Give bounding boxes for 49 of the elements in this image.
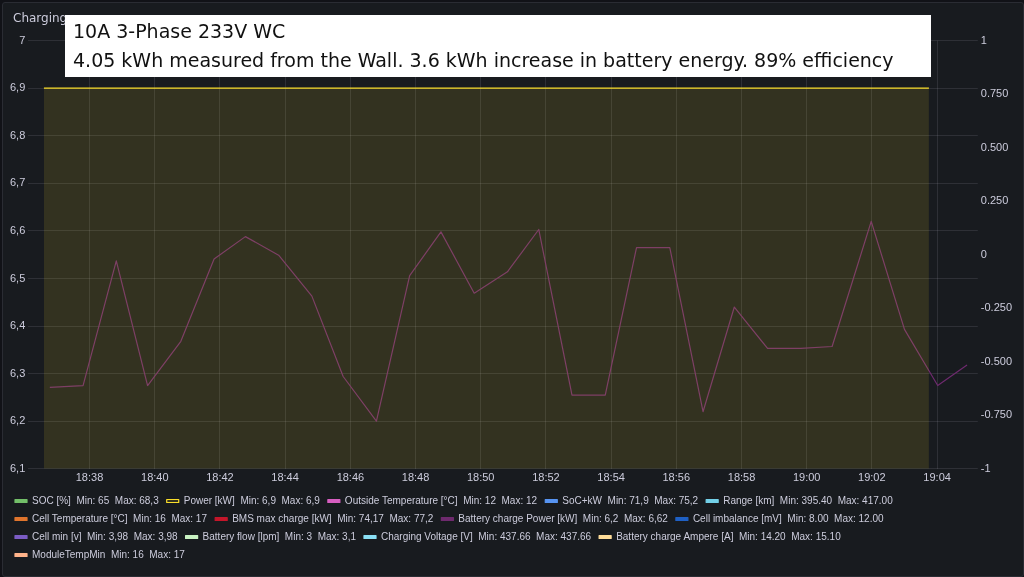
x-tick-label: 19:02 [858, 471, 886, 484]
x-tick-label: 19:04 [923, 471, 951, 484]
y-tick-label: 6,3 [9, 366, 26, 379]
x-tick-label: 18:52 [532, 471, 560, 484]
x-tick-label: 18:56 [662, 471, 690, 484]
legend-label: Range [km] Min: 395.40 Max: 417.00 [723, 494, 894, 506]
legend-label: Power [kW] Min: 6,9 Max: 6,9 [183, 494, 321, 506]
x-tick-label: 18:44 [271, 471, 299, 484]
x-tick-label: 18:38 [75, 471, 104, 484]
y-tick-label: 6,7 [9, 176, 26, 189]
y-tick-label: 7 [19, 33, 26, 46]
y2-tick-label: 1 [980, 33, 987, 46]
legend-label: SoC+kW Min: 71,9 Max: 75,2 [562, 494, 699, 506]
y-tick-label: 6,6 [9, 223, 26, 236]
x-tick-label: 18:46 [336, 471, 365, 484]
legend-label: ModuleTempMin Min: 16 Max: 17 [32, 548, 186, 560]
y2-tick-label: 0.500 [980, 140, 1009, 153]
x-tick-label: 18:40 [141, 471, 169, 484]
y2-tick-label: -0.750 [980, 408, 1013, 421]
y-tick-label: 6,2 [9, 414, 26, 427]
x-tick-label: 18:48 [401, 471, 430, 484]
annotation: 10A 3-Phase 233V WC [73, 19, 287, 44]
y2-tick-label: 0.250 [980, 194, 1009, 207]
y2-tick-label: 0 [980, 247, 987, 260]
y2-tick-label: -1 [980, 461, 991, 474]
x-tick-label: 18:54 [597, 471, 625, 484]
x-tick-label: 18:50 [466, 471, 495, 484]
y2-tick-label: 0.750 [980, 87, 1009, 100]
y-tick-label: 6,4 [9, 319, 26, 332]
legend-label: Cell min [v] Min: 3,98 Max: 3,98 [32, 530, 179, 542]
y-tick-label: 6,9 [9, 81, 26, 94]
legend-label: Battery flow [lpm] Min: 3 Max: 3,1 [202, 530, 357, 542]
legend-label: Outside Temperature [°C] Min: 12 Max: 12 [344, 494, 538, 506]
legend-label: Cell imbalance [mV] Min: 8.00 Max: 12.00 [692, 512, 884, 524]
legend-label: Battery charge Power [kW] Min: 6,2 Max: 6,62 [458, 512, 669, 524]
x-tick-label: 19:00 [792, 471, 821, 484]
legend-label: SOC [%] Min: 65 Max: 68,3 [32, 494, 160, 506]
y-tick-label: 6,8 [9, 128, 26, 141]
y-tick-label: 6,5 [9, 271, 26, 284]
legend-label: Charging Voltage [V] Min: 437.66 Max: 437.66 [380, 530, 592, 542]
legend-label: BMS max charge [kW] Min: 74,17 Max: 77,2 [232, 512, 434, 524]
y-tick-label: 6,1 [9, 461, 26, 474]
y2-tick-label: -0.250 [980, 301, 1013, 314]
legend-label: Battery charge Ampere [A] Min: 14.20 Max: 15.10 [616, 530, 842, 542]
legend-label: Cell Temperature [°C] Min: 16 Max: 17 [32, 512, 208, 524]
x-tick-label: 18:42 [206, 471, 234, 484]
annotation: 4.05 kWh measured from the Wall. 3.6 kWh increase in battery energy. 89% efficiency [73, 48, 895, 73]
y2-tick-label: -0.500 [980, 354, 1013, 367]
x-tick-label: 18:58 [727, 471, 756, 484]
